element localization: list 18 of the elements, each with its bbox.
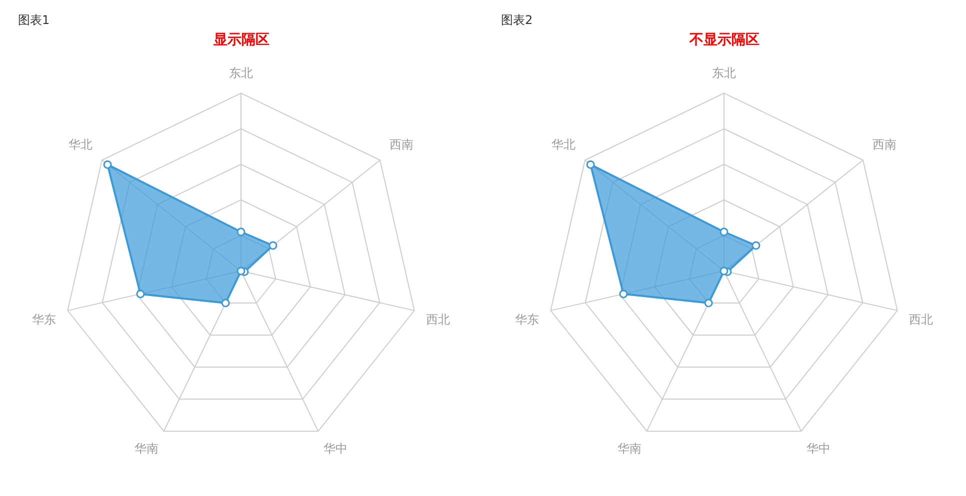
spoke-label: 西南 — [389, 138, 414, 152]
spoke-label: 华中 — [806, 441, 830, 456]
spoke-label: 华北 — [68, 138, 93, 152]
spoke-label: 西北 — [909, 312, 934, 327]
spoke-label: 西南 — [872, 138, 896, 152]
chart-title: 显示隔区 — [212, 32, 270, 48]
spoke-label: 华东 — [32, 312, 56, 327]
spoke-label: 西北 — [426, 312, 450, 327]
spoke-label: 华北 — [552, 138, 576, 152]
spoke-label: 华南 — [618, 441, 642, 456]
spoke-label: 华东 — [514, 312, 539, 327]
spoke-label: 华南 — [134, 441, 159, 456]
text: 图表2 — [501, 12, 533, 29]
text: 图表1 — [18, 12, 50, 29]
chart-title: 不显示隔区 — [688, 32, 760, 48]
spoke-label: 华中 — [323, 441, 348, 456]
spoke-label: 东北 — [229, 66, 253, 80]
spoke-label: 东北 — [712, 66, 736, 80]
